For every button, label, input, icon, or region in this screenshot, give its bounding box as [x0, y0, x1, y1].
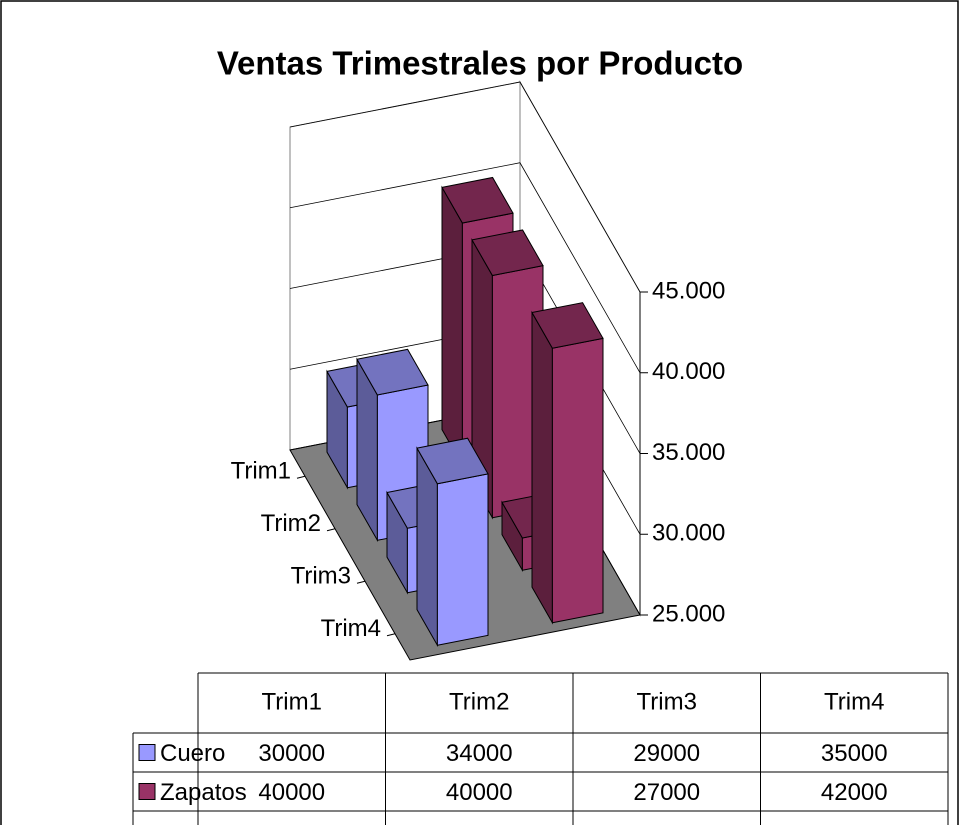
table-cell: 34000	[446, 740, 513, 767]
table-cell: 42000	[821, 779, 888, 806]
grid-line	[289, 81, 641, 293]
legend-label: Cuero	[160, 740, 225, 767]
category-label: Trim3	[291, 563, 351, 590]
bar-side	[441, 185, 463, 468]
table-header: Trim1	[262, 688, 322, 715]
y-tick-label: 30.000	[652, 520, 725, 547]
bar-top	[416, 437, 489, 485]
legend-label: Zapatos	[160, 779, 247, 806]
bar-top	[471, 229, 544, 277]
y-tick-label: 25.000	[652, 600, 725, 627]
depth-tick	[386, 633, 396, 637]
chart-title: Ventas Trimestrales por Producto	[217, 45, 743, 82]
bar-top	[441, 176, 514, 224]
bar-top	[356, 348, 429, 396]
depth-tick	[326, 528, 336, 532]
table-cell: 30000	[258, 740, 325, 767]
bar-top	[531, 302, 604, 349]
table-header: Trim3	[637, 688, 697, 715]
legend-key	[138, 783, 156, 800]
y-tick-label: 45.000	[652, 277, 725, 304]
table-header: Trim2	[449, 688, 509, 715]
depth-tick	[296, 475, 306, 479]
depth-tick	[356, 580, 366, 584]
category-label: Trim4	[321, 615, 381, 642]
table-cell: 40000	[258, 779, 325, 806]
bar-side	[531, 310, 553, 625]
bar-front	[436, 473, 489, 646]
y-tick-label: 35.000	[652, 439, 725, 466]
legend-key	[138, 744, 156, 761]
bar-front	[551, 337, 604, 624]
category-label: Trim1	[231, 458, 291, 485]
grid-line	[289, 162, 641, 373]
table-cell: 40000	[446, 779, 513, 806]
table-cell: 27000	[633, 779, 700, 806]
table-header: Trim4	[824, 688, 884, 715]
y-tick-label: 40.000	[652, 358, 725, 385]
table-cell: 29000	[633, 740, 700, 767]
category-label: Trim2	[261, 510, 321, 537]
table-cell: 35000	[821, 740, 888, 767]
